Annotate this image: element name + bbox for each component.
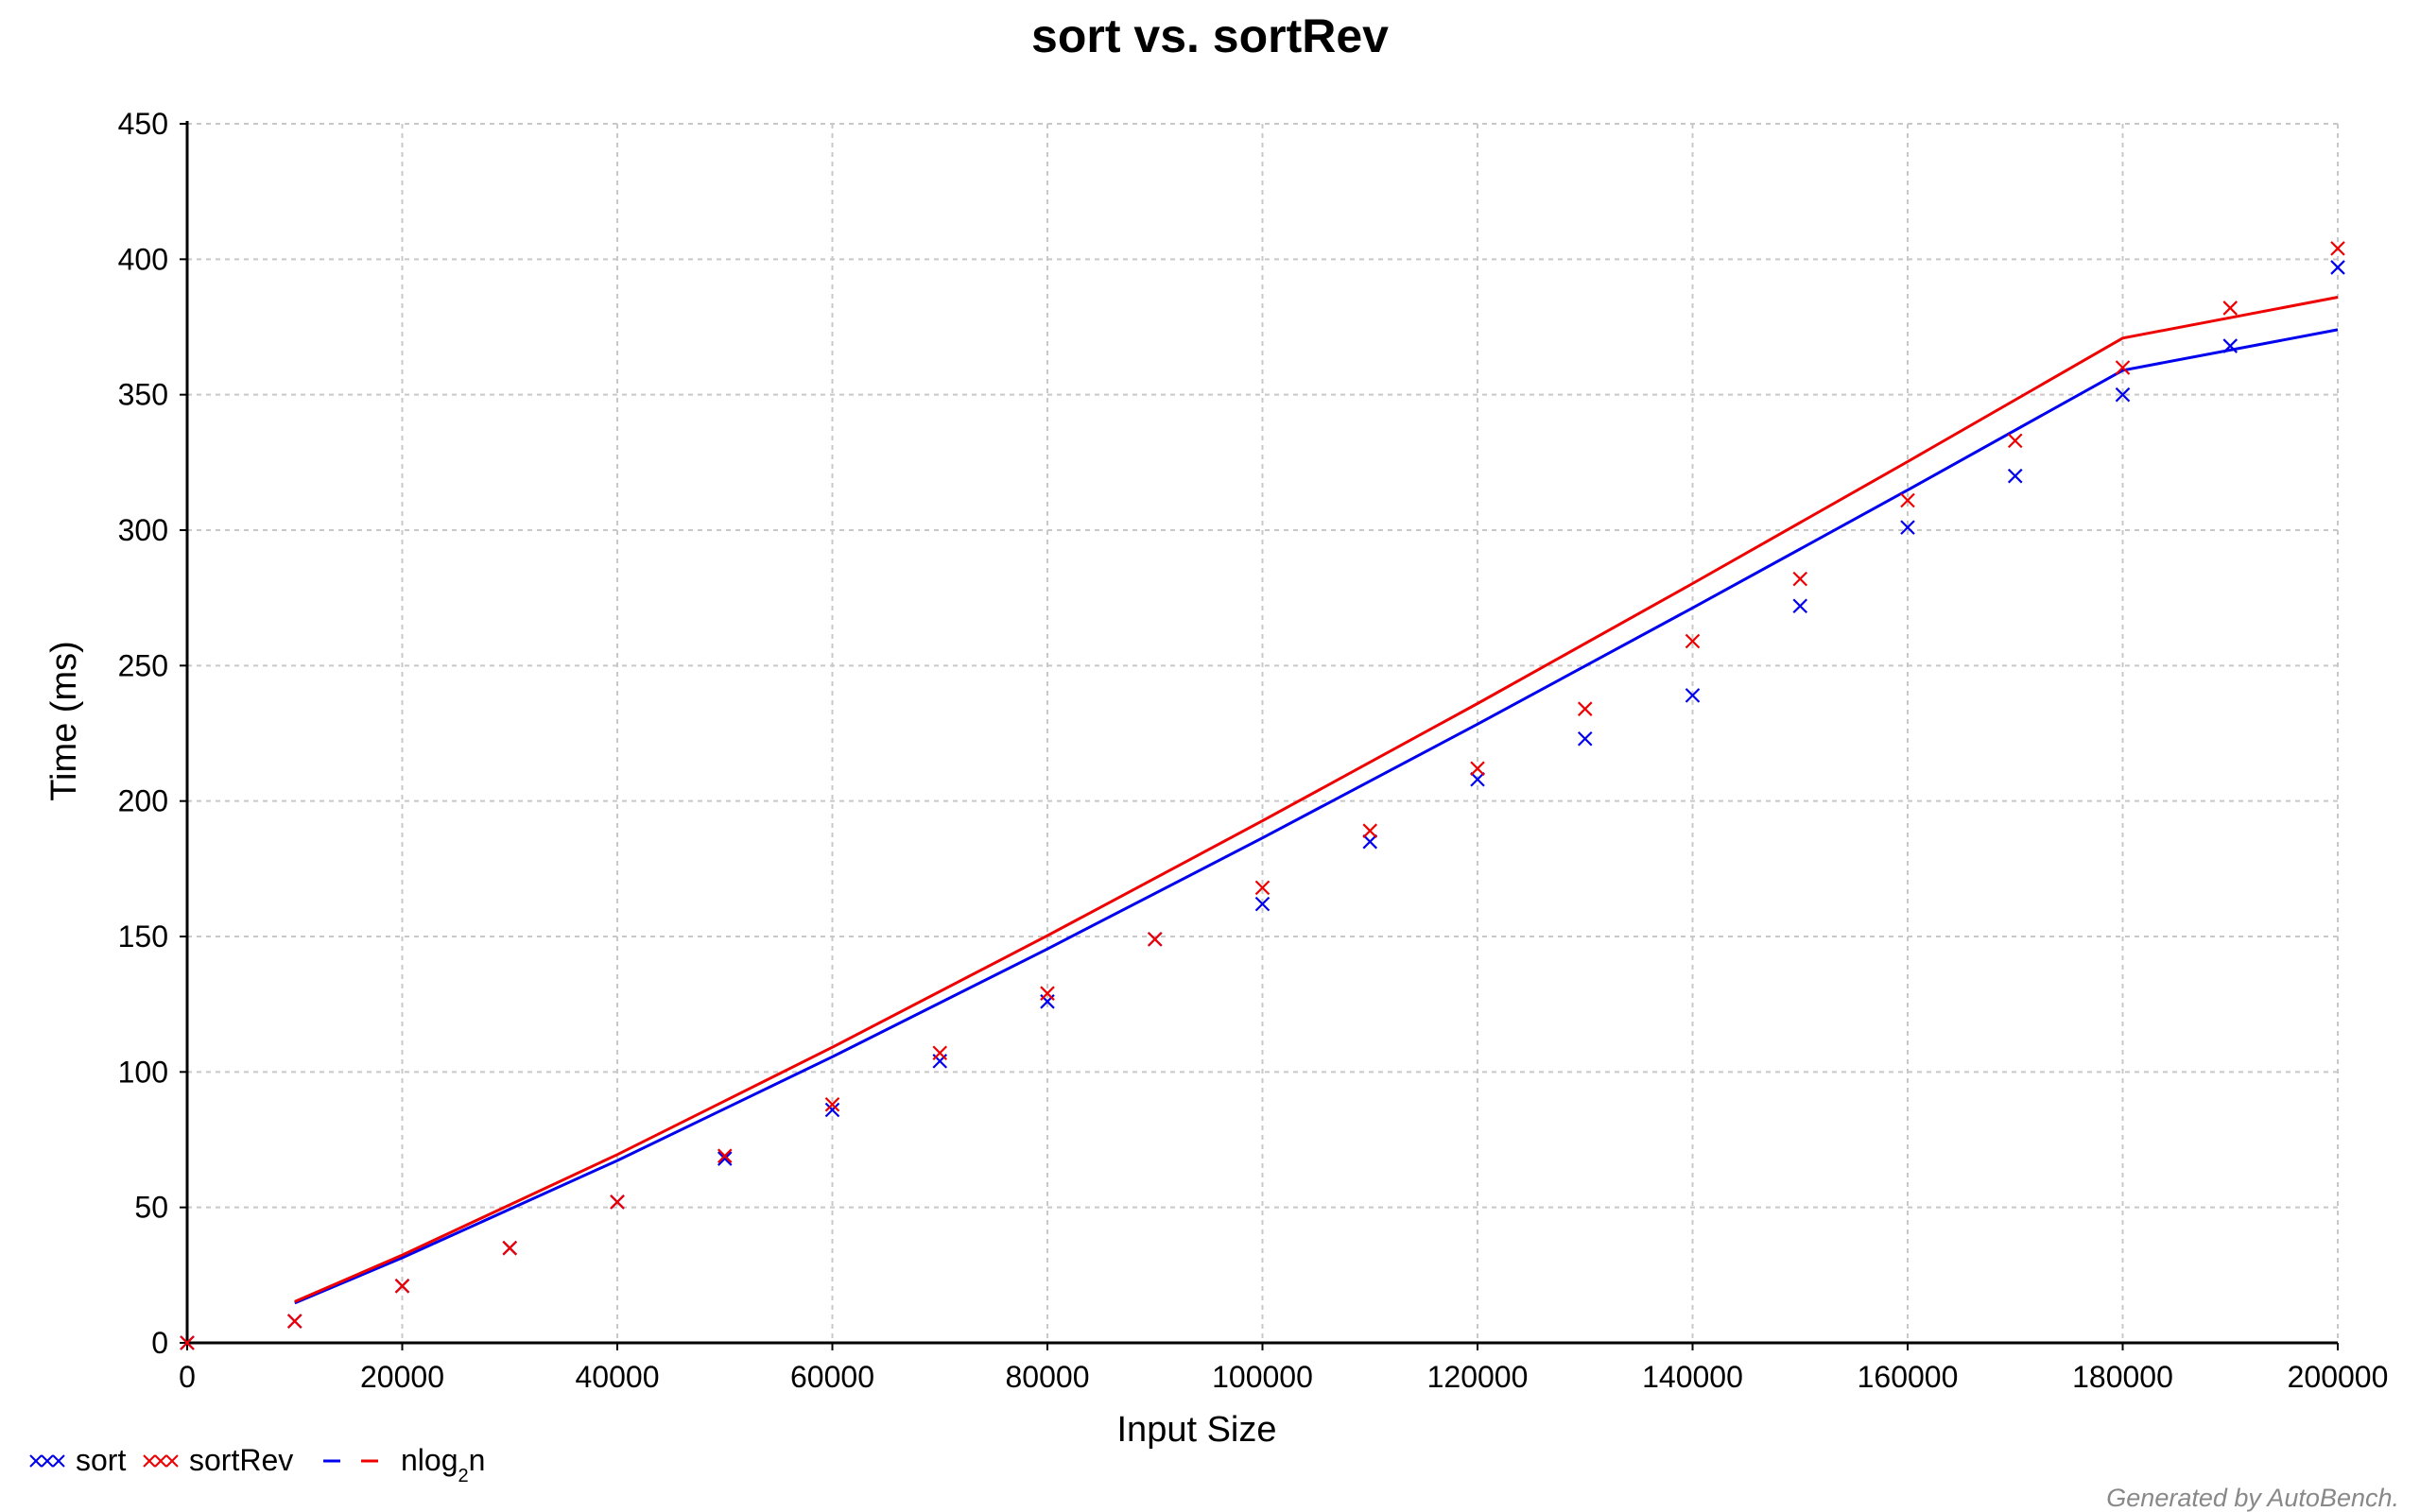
grid xyxy=(187,123,2339,1343)
y-tick-labels: 0 50 100 150 200 250 300 350 400 450 xyxy=(118,107,168,1360)
x-tick-label: 140000 xyxy=(1642,1360,1743,1394)
fit-line-sortrev xyxy=(294,296,2339,1303)
y-tick-label: 300 xyxy=(118,513,168,547)
data-point-sort xyxy=(1254,896,1270,912)
data-point-sort xyxy=(824,1102,840,1118)
data-point-sortrev xyxy=(1792,571,1808,587)
data-point-sortrev xyxy=(394,1279,410,1294)
x-tick-label: 80000 xyxy=(1006,1360,1090,1394)
data-point-sort xyxy=(2222,338,2238,353)
x-tick-label: 20000 xyxy=(360,1360,444,1394)
data-point-sortrev xyxy=(1362,823,1378,838)
data-point-sort xyxy=(1900,520,1915,535)
legend-marker-sort xyxy=(29,1454,65,1468)
x-tick-label: 120000 xyxy=(1427,1360,1529,1394)
data-point-sort xyxy=(1792,598,1808,614)
data-point-sortrev xyxy=(2007,433,2023,449)
fit-lines xyxy=(294,296,2339,1305)
x-tick-label: 60000 xyxy=(790,1360,874,1394)
data-point-sortrev xyxy=(1470,761,1485,777)
data-point-sortrev xyxy=(1685,633,1701,649)
data-point-sort xyxy=(2330,260,2345,275)
legend-item-sortrev: sortRev xyxy=(143,1443,293,1477)
x-tick-label: 100000 xyxy=(1212,1360,1313,1394)
data-point-sort xyxy=(1685,688,1701,703)
y-tick-label: 100 xyxy=(118,1055,168,1089)
data-point-sortrev xyxy=(1577,701,1593,716)
data-point-sort xyxy=(2115,387,2131,403)
data-point-sort xyxy=(717,1151,733,1166)
data-points xyxy=(180,241,2345,1350)
legend-label-sort: sort xyxy=(76,1443,126,1477)
legend-label-n: n xyxy=(469,1443,486,1477)
data-point-sortrev xyxy=(610,1194,625,1210)
data-point-sort xyxy=(1470,771,1485,787)
legend-item-nlog2n: nlog2n xyxy=(323,1443,485,1486)
y-tick-label: 50 xyxy=(134,1191,168,1225)
x-tick-label: 180000 xyxy=(2072,1360,2173,1394)
y-tick-label: 400 xyxy=(118,242,168,276)
x-tick-label: 200000 xyxy=(2288,1360,2389,1394)
chart-title: sort vs. sortRev xyxy=(1031,9,1389,62)
x-tick-label: 160000 xyxy=(1858,1360,1959,1394)
data-point-sortrev xyxy=(502,1240,518,1256)
data-point-sortrev xyxy=(2115,360,2131,375)
legend-label-nlog: nlog xyxy=(401,1443,458,1477)
x-axis-label: Input Size xyxy=(1117,1410,1277,1450)
fit-line-sort xyxy=(294,328,2339,1305)
data-point-sortrev xyxy=(180,1335,195,1350)
y-tick-label: 350 xyxy=(118,378,168,412)
x-tick-labels: 0 20000 40000 60000 80000 100000 120000 140000 1… xyxy=(179,1360,2388,1394)
y-tick-label: 150 xyxy=(118,919,168,954)
legend-label-nlog2n: nlog2n xyxy=(401,1443,485,1486)
legend-label-subscript: 2 xyxy=(458,1466,469,1486)
y-tick-label: 0 xyxy=(151,1326,168,1360)
credit-text: Generated by AutoBench. xyxy=(2106,1484,2399,1512)
data-point-sortrev xyxy=(2222,301,2238,316)
data-point-sortrev xyxy=(932,1045,948,1061)
data-point-sort xyxy=(2007,468,2023,484)
y-tick-label: 250 xyxy=(118,648,168,682)
legend-marker-sortrev xyxy=(143,1454,179,1468)
y-tick-label: 200 xyxy=(118,784,168,818)
data-point-sortrev xyxy=(1147,932,1163,947)
data-point-sortrev xyxy=(1040,986,1055,1001)
data-point-sortrev xyxy=(2330,241,2345,256)
legend: sort sortRev nlog2n xyxy=(29,1443,485,1486)
axes xyxy=(180,121,2339,1350)
data-point-sortrev xyxy=(1900,492,1915,508)
legend-label-sortrev: sortRev xyxy=(189,1443,293,1477)
data-point-sortrev xyxy=(824,1096,840,1112)
data-point-sortrev xyxy=(1254,880,1270,896)
data-point-sortrev xyxy=(717,1148,733,1163)
y-tick-label: 450 xyxy=(118,107,168,141)
x-tick-label: 0 xyxy=(179,1360,196,1394)
data-point-sortrev xyxy=(286,1314,302,1329)
data-point-sort xyxy=(1362,833,1378,850)
y-axis-label: Time (ms) xyxy=(44,641,84,801)
data-point-sort xyxy=(1577,730,1593,747)
x-tick-label: 40000 xyxy=(576,1360,660,1394)
legend-item-sort: sort xyxy=(29,1443,126,1477)
